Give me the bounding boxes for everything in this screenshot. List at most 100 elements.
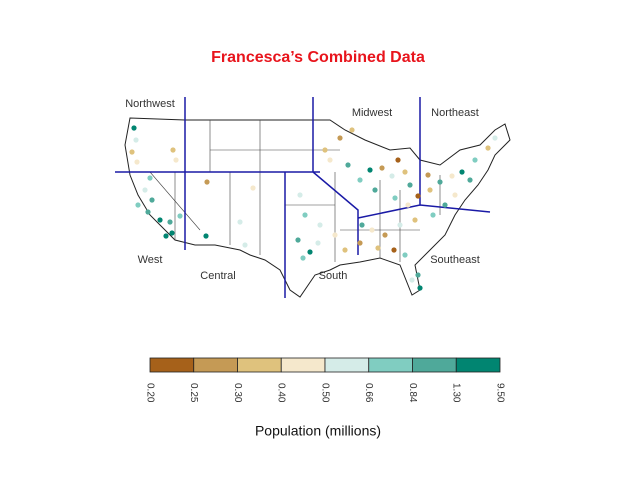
city-dot	[407, 182, 413, 188]
city-dot	[133, 137, 139, 143]
city-dot	[372, 187, 378, 193]
city-dot	[134, 159, 140, 165]
region-label: Midwest	[352, 107, 392, 119]
city-dot	[307, 249, 313, 255]
legend-swatch	[412, 357, 457, 373]
legend-swatch	[455, 357, 501, 373]
city-dot	[425, 172, 431, 178]
region-label: West	[138, 254, 163, 266]
city-dot	[167, 219, 173, 225]
region-label: South	[319, 270, 348, 282]
city-dot	[173, 157, 179, 163]
city-dot	[129, 149, 135, 155]
city-dot	[337, 135, 343, 141]
city-dot	[467, 177, 473, 183]
city-dot	[485, 145, 491, 151]
city-dot	[332, 232, 338, 238]
city-dot	[295, 237, 301, 243]
city-dot	[389, 173, 395, 179]
city-dot	[300, 255, 306, 261]
legend-swatch	[149, 357, 195, 373]
legend-label: Population (millions)	[255, 423, 381, 439]
region-label: Southeast	[430, 254, 480, 266]
city-dot	[442, 202, 448, 208]
city-dot	[135, 202, 141, 208]
region-boundaries	[115, 97, 491, 298]
city-dot	[204, 179, 210, 185]
city-dot	[427, 187, 433, 193]
legend-break: 9.50	[494, 383, 505, 403]
title: Francesca’s Combined Data	[211, 49, 425, 66]
city-dot	[452, 192, 458, 198]
city-dot	[437, 179, 443, 185]
city-dot	[237, 219, 243, 225]
city-dot	[357, 177, 363, 183]
city-dot	[149, 197, 155, 203]
legend-break: 1.30	[451, 383, 462, 403]
city-dot	[412, 217, 418, 223]
city-dot	[147, 175, 153, 181]
legend-swatch	[193, 357, 238, 373]
city-dot	[375, 245, 381, 251]
city-dot	[391, 247, 397, 253]
legend-swatch	[237, 357, 282, 373]
city-dot	[415, 193, 421, 199]
region-label: Northwest	[125, 98, 175, 110]
city-dot	[392, 195, 398, 201]
city-dot	[395, 157, 401, 163]
city-dot	[327, 157, 333, 163]
legend-break: 0.84	[407, 383, 418, 403]
city-dot	[345, 162, 351, 168]
city-dot	[492, 135, 498, 141]
city-dot	[177, 213, 183, 219]
city-dot	[157, 217, 163, 223]
city-dot	[415, 272, 421, 278]
city-dot	[472, 157, 478, 163]
city-dots	[129, 125, 498, 291]
city-dot	[170, 147, 176, 153]
city-dot	[169, 230, 175, 236]
city-dot	[369, 227, 375, 233]
city-dot	[382, 232, 388, 238]
city-dot	[315, 240, 321, 246]
legend-break: 0.25	[188, 383, 199, 403]
city-dot	[430, 212, 436, 218]
legend-break: 0.20	[144, 383, 155, 403]
city-dot	[449, 173, 455, 179]
city-dot	[359, 222, 365, 228]
city-dot	[342, 247, 348, 253]
city-dot	[322, 147, 328, 153]
city-dot	[397, 222, 403, 228]
legend-break: 0.50	[319, 383, 330, 403]
city-dot	[302, 212, 308, 218]
legend-break: 0.30	[232, 383, 243, 403]
city-dot	[131, 125, 137, 131]
city-dot	[357, 240, 363, 246]
city-dot	[409, 277, 415, 283]
city-dot	[142, 187, 148, 193]
region-label: Northeast	[431, 107, 479, 119]
city-dot	[349, 127, 355, 133]
legend-break: 0.66	[363, 383, 374, 403]
city-dot	[417, 285, 423, 291]
city-dot	[367, 167, 373, 173]
city-dot	[402, 252, 408, 258]
city-dot	[297, 192, 303, 198]
city-dot	[379, 165, 385, 171]
legend: 0.20 0.25 0.30 0.40 0.50 0.66 0.84 1.30 9.50	[144, 357, 505, 403]
city-dot	[317, 222, 323, 228]
city-dot	[459, 169, 465, 175]
legend-swatch	[368, 357, 413, 373]
legend-swatch	[324, 357, 370, 373]
city-dot	[203, 233, 209, 239]
city-dot	[250, 185, 256, 191]
city-dot	[145, 209, 151, 215]
city-dot	[163, 233, 169, 239]
legend-break: 0.40	[276, 383, 287, 403]
city-dot	[402, 169, 408, 175]
city-dot	[405, 202, 411, 208]
city-dot	[242, 242, 248, 248]
legend-swatch	[280, 357, 326, 373]
